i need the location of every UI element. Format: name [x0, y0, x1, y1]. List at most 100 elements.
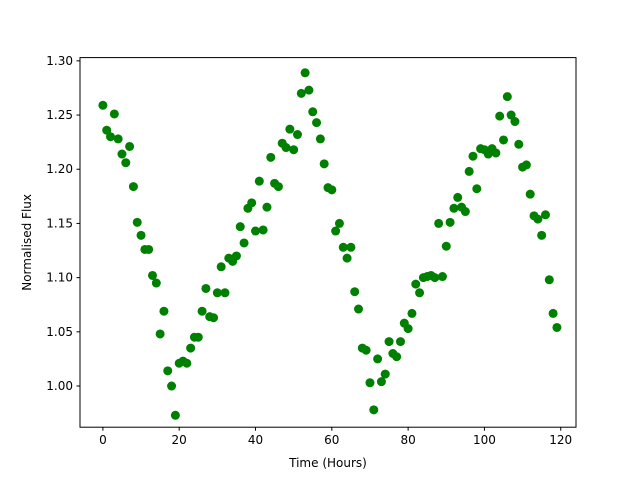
- data-point: [212, 288, 222, 298]
- data-point: [540, 210, 550, 220]
- data-point: [395, 337, 405, 347]
- data-point: [491, 148, 501, 158]
- data-point: [296, 88, 306, 98]
- data-point: [525, 189, 535, 199]
- data-point: [350, 287, 360, 297]
- data-point: [247, 198, 257, 208]
- data-point: [472, 184, 482, 194]
- data-point: [445, 217, 455, 227]
- data-point: [170, 410, 180, 420]
- x-tick-label: 80: [400, 433, 415, 447]
- x-axis-ticks: 0 20 40 60 80 100 120: [99, 427, 572, 447]
- data-point: [544, 275, 554, 285]
- data-point: [281, 143, 291, 153]
- x-tick-label: 0: [99, 433, 107, 447]
- plot-frame: [79, 57, 577, 428]
- data-point: [197, 306, 207, 316]
- y-tick-label: 1.25: [46, 108, 73, 122]
- data-point: [361, 345, 371, 355]
- data-point: [312, 118, 322, 128]
- plot-area: [80, 57, 576, 428]
- data-point: [186, 343, 196, 353]
- data-point: [464, 166, 474, 176]
- data-point: [376, 377, 386, 387]
- data-point: [113, 134, 123, 144]
- data-point: [254, 176, 264, 186]
- data-point: [220, 288, 230, 298]
- x-tick-label: 60: [324, 433, 339, 447]
- data-point: [308, 107, 318, 117]
- data-point: [415, 288, 425, 298]
- y-tick-label: 1.10: [46, 271, 73, 285]
- x-tick-label: 120: [549, 433, 572, 447]
- data-point: [331, 226, 341, 236]
- data-point: [121, 158, 131, 168]
- data-point: [289, 145, 299, 155]
- data-point: [430, 273, 440, 283]
- data-point: [235, 222, 245, 232]
- data-point: [167, 381, 177, 391]
- data-point: [285, 124, 295, 134]
- data-point: [506, 110, 516, 120]
- data-point: [437, 272, 447, 282]
- y-tick-label: 1.15: [46, 216, 73, 230]
- data-point: [434, 218, 444, 228]
- data-point: [266, 152, 276, 162]
- data-point: [98, 100, 108, 110]
- data-point: [548, 308, 558, 318]
- data-point: [354, 304, 364, 314]
- data-point: [384, 337, 394, 347]
- data-point: [495, 111, 505, 121]
- data-point: [193, 332, 203, 342]
- data-point: [132, 217, 142, 227]
- data-point: [109, 109, 119, 119]
- data-point: [147, 270, 157, 280]
- data-point: [411, 279, 421, 289]
- data-point: [342, 253, 352, 263]
- data-point: [334, 218, 344, 228]
- data-point: [292, 130, 302, 140]
- data-point: [216, 262, 226, 272]
- data-point: [514, 139, 524, 149]
- data-point: [327, 185, 337, 195]
- data-point: [365, 378, 375, 388]
- data-point: [209, 313, 219, 323]
- data-point: [304, 85, 314, 95]
- data-point: [460, 207, 470, 217]
- y-tick-label: 1.00: [46, 379, 73, 393]
- data-point: [251, 226, 261, 236]
- data-point: [369, 405, 379, 415]
- data-points: [98, 68, 562, 420]
- data-point: [128, 182, 138, 192]
- data-point: [521, 160, 531, 170]
- data-point: [537, 230, 547, 240]
- y-tick-label: 1.05: [46, 325, 73, 339]
- data-point: [258, 225, 268, 235]
- data-point: [499, 135, 509, 145]
- data-point: [182, 358, 192, 368]
- data-point: [151, 278, 161, 288]
- data-point: [373, 354, 383, 364]
- data-point: [117, 149, 127, 159]
- data-point: [510, 117, 520, 127]
- data-point: [231, 251, 241, 261]
- x-tick-label: 40: [248, 433, 263, 447]
- data-point: [136, 230, 146, 240]
- data-point: [449, 203, 459, 213]
- data-point: [380, 369, 390, 379]
- data-point: [453, 192, 463, 202]
- data-point: [106, 132, 116, 142]
- data-point: [441, 241, 451, 251]
- data-point: [201, 283, 211, 293]
- data-point: [346, 242, 356, 252]
- x-tick-label: 100: [473, 433, 496, 447]
- data-point: [533, 214, 543, 224]
- data-point: [262, 202, 272, 212]
- data-point: [300, 68, 310, 78]
- data-point: [468, 151, 478, 161]
- data-point: [319, 159, 329, 169]
- data-point: [102, 125, 112, 135]
- data-point: [159, 306, 169, 316]
- y-axis-ticks: 1.00 1.05 1.10 1.15 1.20 1.25 1.30: [46, 54, 80, 393]
